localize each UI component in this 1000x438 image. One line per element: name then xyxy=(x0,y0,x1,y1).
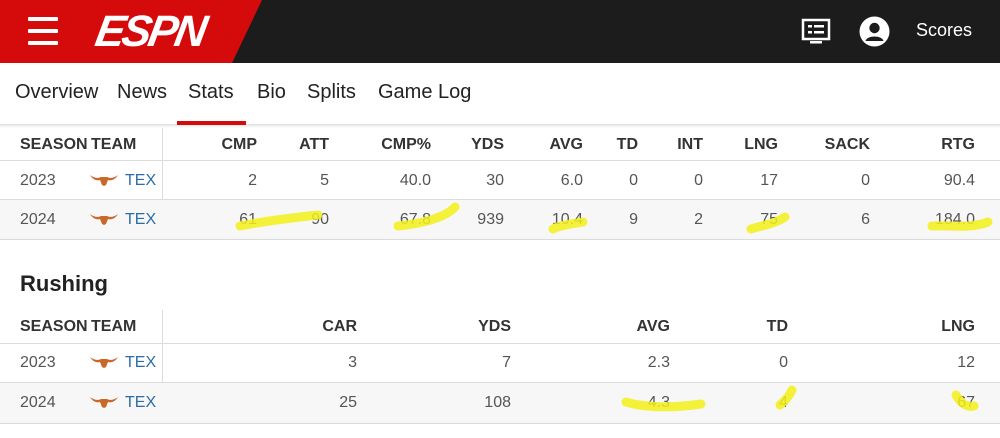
header-car[interactable]: CAR xyxy=(322,318,357,335)
header-yds[interactable]: YDS xyxy=(471,136,504,153)
td-cell: 9 xyxy=(629,211,638,228)
header-avg[interactable]: AVG xyxy=(636,318,670,335)
header-rtg[interactable]: RTG xyxy=(941,136,975,153)
longhorns-logo-icon xyxy=(90,175,118,186)
highlight-mark xyxy=(951,390,979,411)
cmp-pct-cell: 40.0 xyxy=(399,172,431,189)
tab-overview[interactable]: Overview xyxy=(15,81,99,103)
table-row: 2023 TEX 3 7 2.3 0 12 xyxy=(0,344,1000,382)
header-yds[interactable]: YDS xyxy=(478,318,511,335)
att-cell: 5 xyxy=(320,172,329,189)
yds-cell: 7 xyxy=(502,354,511,371)
highlight-mark xyxy=(775,385,797,410)
tab-stats[interactable]: Stats xyxy=(188,81,234,103)
season-cell: 2024 xyxy=(20,394,56,411)
highlight-mark xyxy=(621,397,706,412)
season-cell: 2024 xyxy=(20,211,56,228)
scores-link[interactable]: Scores xyxy=(916,20,973,40)
highlight-mark xyxy=(235,210,323,231)
header-season[interactable]: SEASON xyxy=(20,136,88,153)
scoreboard-icon[interactable] xyxy=(801,18,831,45)
team-link[interactable]: TEX xyxy=(125,394,157,411)
td-cell: 0 xyxy=(629,172,638,189)
header-team[interactable]: TEAM xyxy=(91,318,137,335)
header-season[interactable]: SEASON xyxy=(20,318,88,335)
header-td[interactable]: TD xyxy=(616,136,638,153)
tab-news[interactable]: News xyxy=(117,81,168,103)
longhorns-logo-icon xyxy=(90,397,118,408)
yds-cell: 30 xyxy=(486,172,504,189)
team-link[interactable]: TEX xyxy=(125,354,157,371)
highlight-mark xyxy=(548,217,588,234)
td-cell: 0 xyxy=(779,354,788,371)
player-nav: Overview News Stats Bio Splits Game Log xyxy=(0,63,1000,125)
lng-cell: 12 xyxy=(957,354,975,371)
header-int[interactable]: INT xyxy=(677,136,703,153)
table-row: 2023 TEX 2 5 40.0 30 6.0 0 0 17 0 90.4 xyxy=(0,161,1000,199)
rushing-section-title: Rushing xyxy=(20,271,108,296)
header-sack[interactable]: SACK xyxy=(824,136,870,153)
header-lng[interactable]: LNG xyxy=(744,136,778,153)
season-cell: 2023 xyxy=(20,354,56,371)
tab-splits[interactable]: Splits xyxy=(307,81,356,103)
yds-cell: 108 xyxy=(484,394,511,411)
menu-icon[interactable] xyxy=(28,17,58,45)
header-cmp[interactable]: CMP xyxy=(221,136,257,153)
sack-cell: 6 xyxy=(861,211,870,228)
highlight-mark xyxy=(927,217,993,231)
team-link[interactable]: TEX xyxy=(125,172,157,189)
int-cell: 0 xyxy=(694,172,703,189)
header-team[interactable]: TEAM xyxy=(91,136,137,153)
season-cell: 2023 xyxy=(20,172,56,189)
passing-table: SEASON TEAM CMP ATT CMP% YDS AVG TD INT … xyxy=(0,128,1000,240)
team-link[interactable]: TEX xyxy=(125,211,157,228)
table-header-row: SEASON TEAM CAR YDS AVG TD LNG xyxy=(0,310,1000,343)
yds-cell: 939 xyxy=(477,211,504,228)
longhorns-logo-icon xyxy=(90,214,118,225)
header-cmp-pct[interactable]: CMP% xyxy=(381,136,431,153)
tab-bio[interactable]: Bio xyxy=(257,81,286,103)
top-bar: ESPN Scores xyxy=(0,0,1000,63)
active-tab-indicator xyxy=(177,121,246,125)
header-avg[interactable]: AVG xyxy=(549,136,583,153)
lng-cell: 17 xyxy=(760,172,778,189)
rtg-cell: 90.4 xyxy=(943,172,975,189)
avg-cell: 2.3 xyxy=(647,354,670,371)
sack-cell: 0 xyxy=(861,172,870,189)
tab-game-log[interactable]: Game Log xyxy=(378,81,472,103)
highlight-mark xyxy=(393,202,460,231)
longhorns-logo-icon xyxy=(90,357,118,368)
table-header-row: SEASON TEAM CMP ATT CMP% YDS AVG TD INT … xyxy=(0,128,1000,160)
car-cell: 25 xyxy=(339,394,357,411)
highlight-mark xyxy=(746,212,790,234)
int-cell: 2 xyxy=(694,211,703,228)
account-icon[interactable] xyxy=(859,16,890,47)
header-att[interactable]: ATT xyxy=(299,136,329,153)
avg-cell: 6.0 xyxy=(560,172,583,189)
header-lng[interactable]: LNG xyxy=(941,318,975,335)
header-td[interactable]: TD xyxy=(766,318,788,335)
car-cell: 3 xyxy=(348,354,357,371)
cmp-cell: 2 xyxy=(248,172,257,189)
